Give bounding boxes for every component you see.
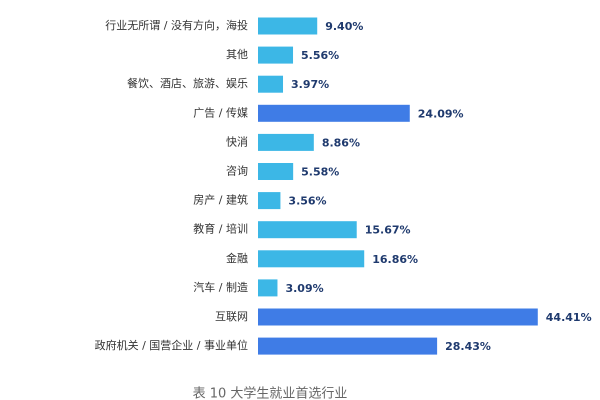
bar bbox=[258, 308, 538, 326]
bar bbox=[258, 221, 357, 239]
value-label: 16.86% bbox=[372, 253, 418, 266]
value-label: 5.58% bbox=[301, 166, 339, 179]
category-label: 政府机关 / 国营企业 / 事业单位 bbox=[95, 338, 248, 352]
bar bbox=[258, 17, 318, 35]
category-label: 咨询 bbox=[226, 164, 248, 178]
value-label: 5.56% bbox=[301, 49, 339, 62]
bar bbox=[258, 75, 284, 93]
category-label: 汽车 / 制造 bbox=[193, 280, 248, 294]
category-label: 其他 bbox=[226, 48, 248, 61]
value-label: 3.97% bbox=[291, 78, 329, 91]
bar bbox=[258, 104, 410, 122]
value-label: 24.09% bbox=[418, 107, 464, 120]
value-label: 3.56% bbox=[288, 195, 326, 208]
category-label: 房产 / 建筑 bbox=[193, 193, 248, 207]
category-label: 金融 bbox=[226, 251, 248, 265]
bar bbox=[258, 250, 365, 268]
bar bbox=[258, 192, 281, 210]
value-label: 8.86% bbox=[322, 136, 360, 149]
category-label: 快消 bbox=[226, 134, 248, 148]
category-label: 广告 / 传媒 bbox=[193, 106, 248, 119]
category-label: 互联网 bbox=[215, 310, 248, 323]
value-label: 3.09% bbox=[285, 282, 323, 295]
bar bbox=[258, 133, 314, 151]
category-label: 教育 / 培训 bbox=[193, 222, 248, 236]
bar bbox=[258, 46, 294, 64]
value-label: 44.41% bbox=[546, 311, 592, 324]
category-label: 餐饮、酒店、旅游、娱乐 bbox=[127, 76, 248, 90]
bar bbox=[258, 163, 294, 180]
bar bbox=[258, 279, 278, 297]
chart-caption: 表 10 大学生就业首选行业 bbox=[193, 386, 348, 400]
bar bbox=[258, 337, 438, 355]
category-label: 行业无所谓 / 没有方向，海投 bbox=[105, 18, 248, 32]
value-label: 9.40% bbox=[325, 20, 363, 33]
value-label: 15.67% bbox=[365, 224, 411, 237]
value-label: 28.43% bbox=[445, 340, 491, 353]
